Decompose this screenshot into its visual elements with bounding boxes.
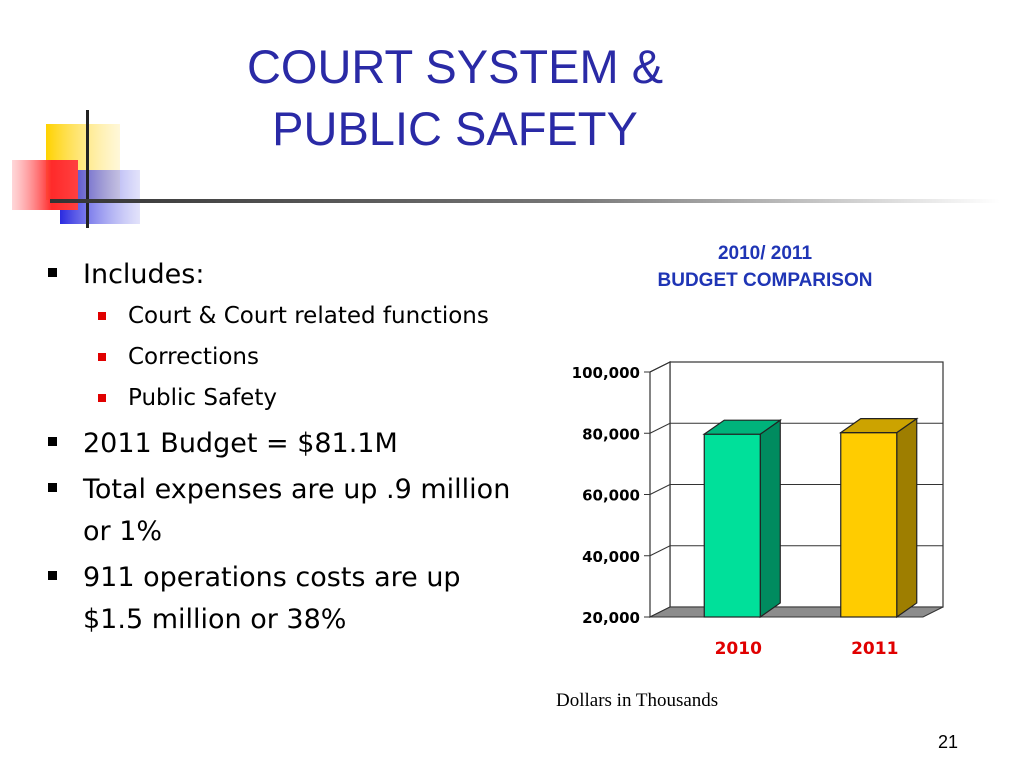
budget-bar-chart: 20,000 40,000 60,000 80,000 100,000 2010 2011 (572, 361, 944, 659)
bullet-text: Includes: (83, 259, 205, 290)
bullet-text: 911 operations costs are up $1.5 million… (83, 562, 461, 635)
horizontal-rule (50, 199, 1000, 203)
chart-caption: Dollars in Thousands (556, 690, 719, 711)
bar-2011 (840, 432, 898, 618)
sub-bullet-public-safety: Public Safety (48, 382, 518, 415)
bullet-text: Total expenses are up .9 million or 1% (83, 474, 511, 547)
bar-top-2011 (838, 418, 919, 434)
square-bullet-icon (98, 394, 106, 402)
y-tick-label: 100,000 (572, 364, 640, 382)
gridline (649, 422, 943, 434)
bar-2010 (703, 433, 761, 618)
y-tick-label: 60,000 (582, 487, 640, 505)
sub-bullet-text: Corrections (128, 344, 259, 370)
square-bullet-icon (98, 312, 106, 320)
title-decoration (12, 110, 1000, 228)
bullet-operations: 911 operations costs are up $1.5 million… (48, 557, 518, 641)
bullet-includes: Includes: (48, 254, 518, 296)
bullet-budget: 2011 Budget = $81.1M (48, 423, 518, 465)
slide-title: COURT SYSTEM & PUBLIC SAFETY (150, 36, 760, 160)
sub-bullet-court: Court & Court related functions (48, 300, 518, 333)
page-number: 21 (938, 732, 959, 752)
title-line-1: COURT SYSTEM & (246, 40, 664, 93)
sub-bullet-text: Court & Court related functions (128, 303, 489, 329)
bullet-expenses: Total expenses are up .9 million or 1% (48, 469, 518, 553)
chart-title-line-1: 2010/ 2011 (717, 243, 813, 264)
bar-side-2010 (759, 419, 781, 619)
sub-bullet-corrections: Corrections (48, 341, 518, 374)
y-tick-label: 40,000 (582, 548, 640, 566)
square-bullet-icon (48, 268, 57, 277)
square-bullet-icon (48, 483, 57, 492)
x-tick-label: 2010 (715, 639, 762, 659)
square-bullet-icon (98, 353, 106, 361)
title-line-2: PUBLIC SAFETY (272, 102, 638, 155)
square-bullet-icon (48, 437, 57, 446)
x-tick-label: 2011 (851, 639, 898, 659)
bullet-list: Includes: Court & Court related function… (48, 254, 518, 645)
gridline (649, 361, 943, 373)
sub-bullet-text: Public Safety (128, 385, 277, 411)
bar-top-2010 (702, 419, 783, 435)
chart-title: 2010/ 2011 BUDGET COMPARISON (560, 240, 970, 294)
vertical-rule (86, 110, 89, 228)
y-tick-label: 20,000 (582, 609, 640, 627)
chart-title-line-2: BUDGET COMPARISON (657, 270, 873, 291)
bar-side-2011 (896, 417, 918, 619)
square-bullet-icon (48, 571, 57, 580)
bullet-text: 2011 Budget = $81.1M (83, 428, 398, 459)
y-tick-label: 80,000 (582, 425, 640, 443)
